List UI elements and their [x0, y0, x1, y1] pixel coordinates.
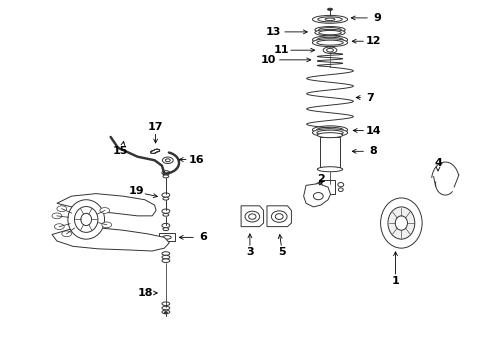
- Ellipse shape: [163, 228, 169, 230]
- Text: 12: 12: [365, 36, 381, 46]
- Ellipse shape: [271, 211, 287, 222]
- Ellipse shape: [162, 193, 170, 197]
- Text: 6: 6: [199, 232, 207, 242]
- Ellipse shape: [323, 47, 337, 53]
- Text: 16: 16: [188, 154, 204, 165]
- Ellipse shape: [163, 175, 169, 178]
- Text: 8: 8: [369, 146, 377, 156]
- Ellipse shape: [325, 18, 335, 21]
- Ellipse shape: [162, 306, 170, 310]
- Bar: [320, 137, 340, 167]
- Ellipse shape: [318, 17, 342, 22]
- Ellipse shape: [248, 214, 256, 219]
- Ellipse shape: [162, 310, 170, 314]
- Ellipse shape: [162, 171, 170, 175]
- Text: 9: 9: [373, 13, 381, 23]
- Ellipse shape: [315, 30, 345, 36]
- Ellipse shape: [314, 193, 323, 200]
- Text: 18: 18: [138, 288, 153, 298]
- Ellipse shape: [102, 222, 112, 228]
- Ellipse shape: [317, 40, 343, 45]
- Text: 7: 7: [366, 93, 374, 103]
- Polygon shape: [57, 194, 156, 216]
- Ellipse shape: [54, 224, 64, 229]
- Ellipse shape: [319, 31, 341, 35]
- Ellipse shape: [162, 252, 170, 255]
- Ellipse shape: [81, 213, 92, 226]
- Text: 19: 19: [129, 186, 145, 196]
- Text: 10: 10: [261, 55, 276, 65]
- Text: 1: 1: [392, 276, 399, 286]
- Ellipse shape: [74, 207, 98, 232]
- Ellipse shape: [162, 157, 173, 163]
- Ellipse shape: [388, 207, 415, 239]
- Polygon shape: [52, 227, 169, 251]
- Polygon shape: [267, 206, 292, 226]
- Ellipse shape: [318, 133, 343, 138]
- Ellipse shape: [328, 8, 332, 10]
- Ellipse shape: [162, 224, 170, 228]
- Polygon shape: [241, 206, 264, 226]
- Ellipse shape: [165, 159, 170, 162]
- Ellipse shape: [162, 259, 170, 262]
- Ellipse shape: [162, 209, 170, 213]
- Ellipse shape: [57, 206, 67, 212]
- Ellipse shape: [313, 39, 347, 46]
- Ellipse shape: [338, 183, 343, 187]
- Ellipse shape: [313, 36, 347, 44]
- Ellipse shape: [68, 200, 104, 239]
- Ellipse shape: [164, 312, 167, 314]
- Ellipse shape: [381, 198, 422, 248]
- Ellipse shape: [245, 211, 260, 222]
- Ellipse shape: [162, 255, 170, 259]
- Text: 11: 11: [273, 45, 289, 55]
- Ellipse shape: [317, 37, 343, 42]
- Ellipse shape: [163, 197, 169, 200]
- Text: 3: 3: [246, 247, 254, 257]
- Text: 14: 14: [365, 126, 381, 135]
- Bar: [159, 233, 174, 241]
- Ellipse shape: [319, 28, 341, 32]
- Text: 13: 13: [266, 27, 281, 37]
- Ellipse shape: [317, 183, 322, 187]
- Ellipse shape: [62, 231, 72, 237]
- Ellipse shape: [318, 167, 343, 172]
- Text: 5: 5: [278, 247, 286, 257]
- Ellipse shape: [313, 129, 347, 136]
- Ellipse shape: [338, 188, 343, 192]
- Ellipse shape: [317, 188, 322, 192]
- Ellipse shape: [317, 130, 343, 135]
- Ellipse shape: [327, 48, 333, 52]
- Ellipse shape: [162, 235, 171, 239]
- Ellipse shape: [52, 213, 62, 219]
- Text: 2: 2: [317, 174, 324, 184]
- Ellipse shape: [317, 127, 343, 132]
- Bar: [321, 180, 335, 194]
- Ellipse shape: [100, 208, 110, 213]
- Ellipse shape: [395, 216, 408, 230]
- Ellipse shape: [315, 27, 345, 33]
- Ellipse shape: [163, 213, 169, 216]
- Text: 15: 15: [113, 145, 128, 156]
- Ellipse shape: [313, 15, 347, 23]
- Ellipse shape: [275, 214, 283, 220]
- Text: 4: 4: [434, 158, 442, 168]
- Polygon shape: [304, 184, 331, 207]
- Text: 17: 17: [148, 122, 163, 132]
- Ellipse shape: [313, 126, 347, 134]
- Ellipse shape: [162, 302, 170, 306]
